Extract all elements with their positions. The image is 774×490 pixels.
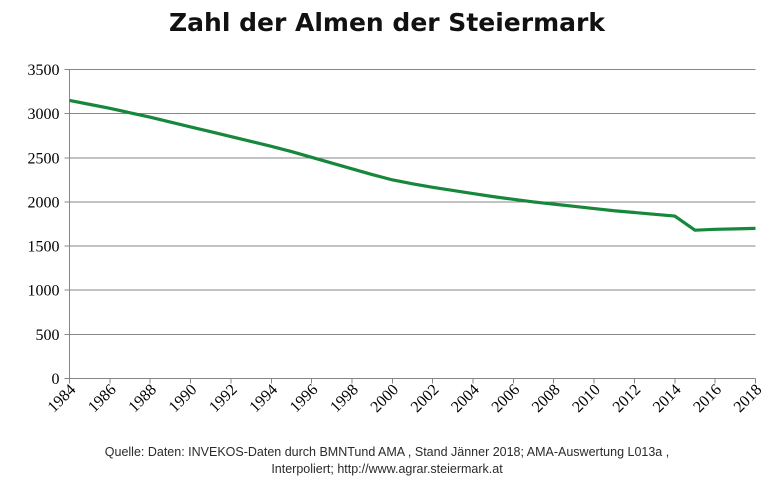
x-axis-tick-label: 1988 [125,381,160,416]
y-axis-labels-group: 0 500 1000 1500 2000 2500 3000 3500 [28,62,60,388]
x-axis-tick-label: 2000 [368,381,403,416]
source-note: Quelle: Daten: INVEKOS-Daten durch BMNTu… [50,444,724,478]
data-line-series [69,98,756,232]
x-axis-ticks-group [69,378,756,384]
x-axis-tick-label: 1994 [246,381,281,416]
x-axis-tick-label: 2010 [569,381,604,416]
source-note-line-1: Quelle: Daten: INVEKOS-Daten durch BMNTu… [104,445,670,459]
x-axis-tick-label: 1984 [45,381,80,416]
x-axis-tick-label: 2014 [650,381,685,416]
gridlines-group [69,69,756,379]
x-axis-tick-label: 2012 [610,381,645,416]
x-axis-tick-label: 2008 [529,381,564,416]
x-axis-tick-label: 2018 [731,381,766,416]
y-axis-tick-label: 1500 [28,239,60,256]
x-axis-tick-label: 2002 [408,381,443,416]
y-axis-tick-label: 1000 [28,283,60,300]
y-axis-tick-label: 3500 [28,62,60,79]
y-axis-tick-label: 0 [52,371,60,388]
source-note-line-2: Interpoliert; http://www.agrar.steiermar… [271,462,503,476]
x-axis-tick-label: 2006 [489,381,524,416]
data-series-group [69,98,756,232]
x-axis-tick-label: 1990 [166,381,201,416]
x-axis-tick-label: 1986 [85,381,120,416]
x-axis-tick-label: 1992 [206,381,241,416]
chart-title: Zahl der Almen der Steiermark [169,8,605,37]
x-axis-tick-label: 1996 [287,381,322,416]
y-axis-tick-label: 3000 [28,106,60,123]
y-axis-tick-label: 500 [36,327,60,344]
x-axis-labels-group: 1984 1986 1988 1990 1992 1994 1996 1998 2000 2002… [45,381,766,416]
x-axis-tick-label: 2016 [690,381,725,416]
y-axis-tick-label: 2000 [28,194,60,211]
y-axis-ticks-group [64,69,70,379]
x-axis-tick-label: 2004 [448,381,483,416]
x-axis-tick-label: 1998 [327,381,362,416]
y-axis-tick-label: 2500 [28,150,60,167]
